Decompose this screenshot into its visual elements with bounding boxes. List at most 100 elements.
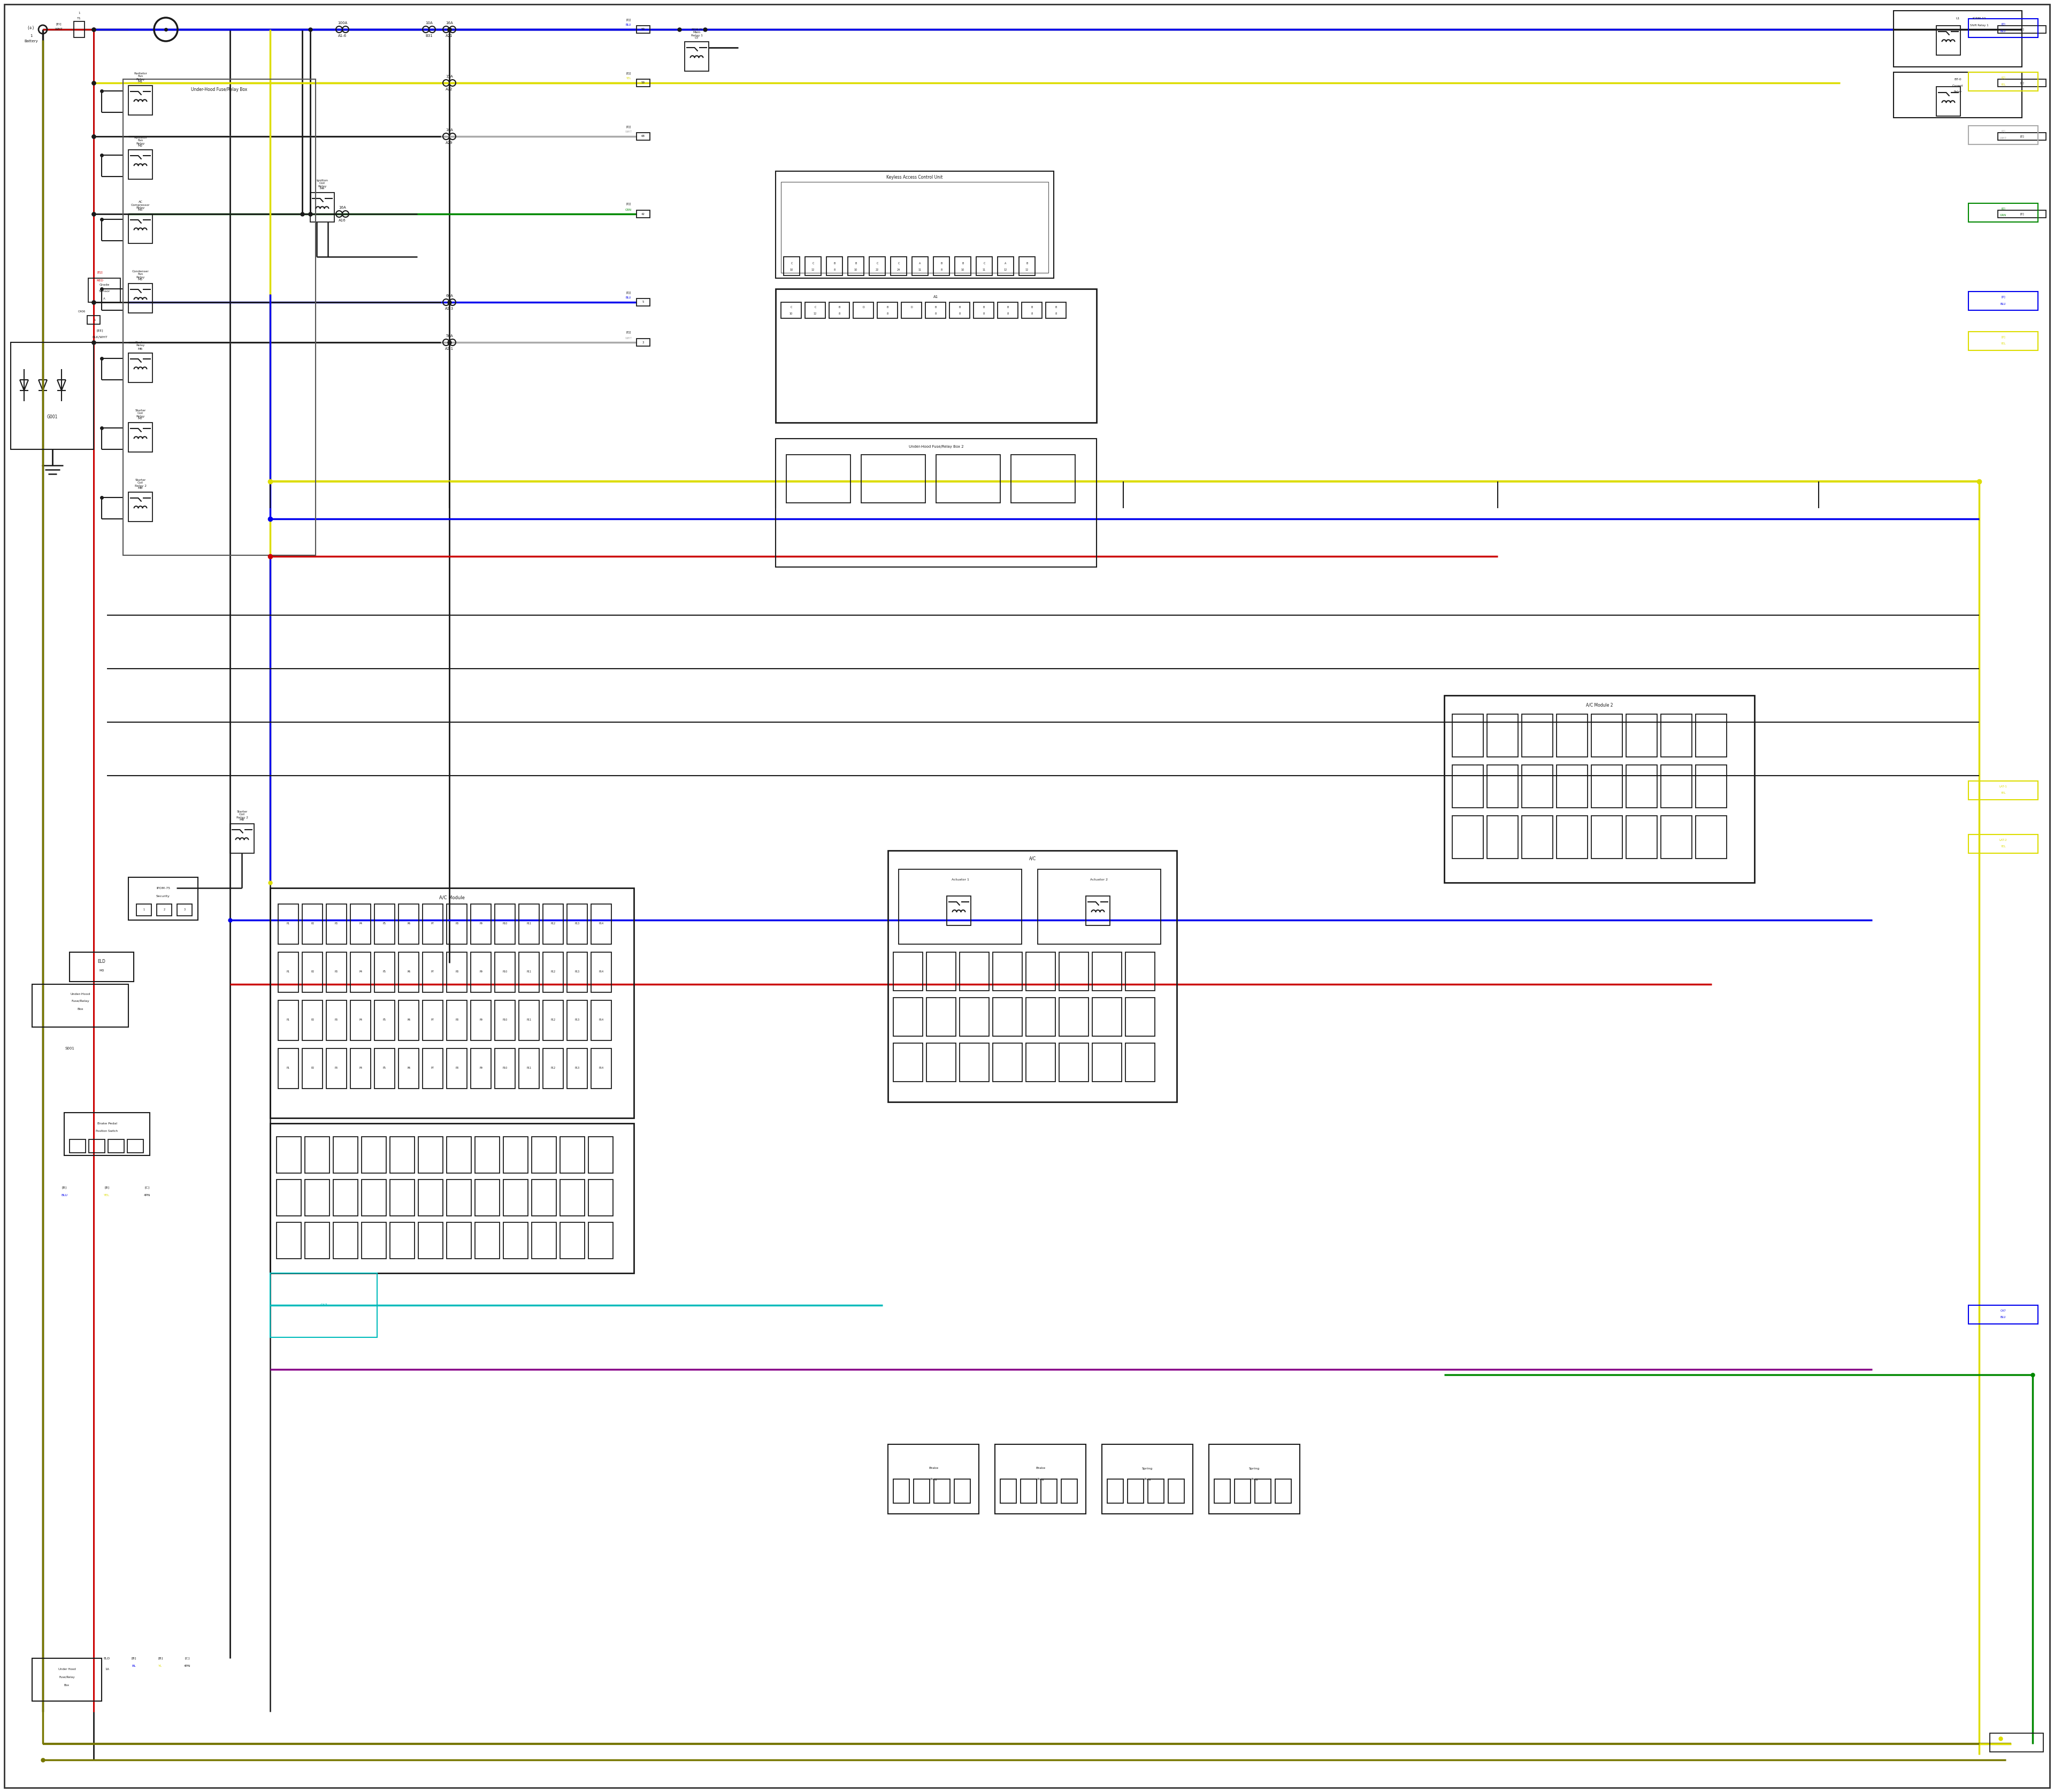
Text: 10: 10 bbox=[789, 312, 793, 315]
Text: Under-Hood Fuse/Relay Box 2: Under-Hood Fuse/Relay Box 2 bbox=[908, 444, 963, 448]
Text: P14: P14 bbox=[600, 1066, 604, 1070]
Bar bbox=[136, 903, 152, 916]
Bar bbox=[520, 952, 538, 993]
Bar bbox=[310, 192, 335, 222]
Text: 24: 24 bbox=[898, 269, 900, 271]
Text: P9: P9 bbox=[479, 1020, 483, 1021]
Text: Starter
Coil
Relay: Starter Coil Relay bbox=[136, 409, 146, 418]
Text: A/C: A/C bbox=[1029, 857, 1035, 860]
Bar bbox=[1968, 292, 2038, 310]
Bar bbox=[1487, 715, 1518, 756]
Bar bbox=[390, 1222, 415, 1258]
Text: P7: P7 bbox=[431, 1066, 433, 1070]
Text: 10: 10 bbox=[791, 269, 793, 271]
Text: Under-Hood: Under-Hood bbox=[70, 993, 90, 995]
Text: P1: P1 bbox=[288, 971, 290, 973]
Text: [E]: [E] bbox=[2019, 29, 2023, 30]
Bar bbox=[398, 1000, 419, 1041]
Text: AC
Compressor
Relay: AC Compressor Relay bbox=[131, 201, 150, 210]
Bar bbox=[1999, 133, 2046, 140]
Text: [C]: [C] bbox=[185, 1658, 189, 1659]
Text: [E]: [E] bbox=[2019, 82, 2023, 84]
Text: 10: 10 bbox=[961, 269, 965, 271]
Bar bbox=[474, 1222, 499, 1258]
Bar bbox=[1452, 765, 1483, 808]
Text: 12: 12 bbox=[1004, 269, 1006, 271]
Text: [E]: [E] bbox=[2001, 208, 2005, 210]
Bar bbox=[304, 1136, 329, 1174]
Bar bbox=[776, 439, 1097, 566]
Text: P10: P10 bbox=[503, 1020, 507, 1021]
Text: 59: 59 bbox=[641, 82, 645, 84]
Bar bbox=[277, 1222, 302, 1258]
Text: 50A: 50A bbox=[446, 335, 454, 337]
Bar bbox=[998, 303, 1019, 319]
Text: [E]: [E] bbox=[2019, 134, 2023, 138]
Text: Spring: Spring bbox=[1249, 1468, 1259, 1469]
Text: B31: B31 bbox=[425, 34, 433, 38]
Text: [E]: [E] bbox=[2001, 23, 2005, 25]
Text: P12: P12 bbox=[550, 1066, 555, 1070]
Bar bbox=[1093, 998, 1121, 1036]
Bar bbox=[327, 952, 347, 993]
Text: P2: P2 bbox=[310, 1066, 314, 1070]
Bar bbox=[1592, 715, 1623, 756]
Text: Starter
Coil
Relay 2: Starter Coil Relay 2 bbox=[236, 810, 249, 819]
Text: P10: P10 bbox=[503, 1066, 507, 1070]
Bar bbox=[1662, 815, 1692, 858]
Text: IPOM-75: IPOM-75 bbox=[156, 887, 170, 889]
Bar bbox=[1968, 781, 2038, 799]
Bar bbox=[1126, 998, 1154, 1036]
Bar bbox=[561, 1179, 585, 1217]
Bar bbox=[374, 903, 394, 944]
Text: YEL: YEL bbox=[626, 77, 631, 81]
Text: BLU: BLU bbox=[2001, 303, 2007, 305]
Text: ELD: ELD bbox=[99, 959, 105, 964]
Text: 68: 68 bbox=[641, 134, 645, 138]
Text: M3: M3 bbox=[138, 208, 144, 211]
Text: BLU: BLU bbox=[2001, 1315, 2007, 1319]
Bar bbox=[1999, 25, 2046, 34]
Text: Brake Pedal: Brake Pedal bbox=[97, 1122, 117, 1125]
Bar bbox=[1627, 765, 1658, 808]
Bar bbox=[933, 256, 949, 276]
Text: ELD: ELD bbox=[103, 1658, 111, 1659]
Text: 60A: 60A bbox=[446, 294, 454, 297]
Bar bbox=[1557, 765, 1588, 808]
Bar bbox=[998, 256, 1013, 276]
Bar bbox=[1148, 1478, 1165, 1503]
Text: Box: Box bbox=[78, 1007, 84, 1011]
Bar bbox=[419, 1136, 444, 1174]
Bar bbox=[351, 1048, 370, 1088]
Bar bbox=[446, 952, 466, 993]
Text: P8: P8 bbox=[456, 1066, 458, 1070]
Bar bbox=[1999, 79, 2046, 86]
Text: P12: P12 bbox=[550, 1020, 555, 1021]
Text: P8: P8 bbox=[456, 1020, 458, 1021]
Bar bbox=[470, 952, 491, 993]
Bar bbox=[992, 998, 1023, 1036]
Bar bbox=[542, 1048, 563, 1088]
Text: P13: P13 bbox=[575, 1020, 579, 1021]
Text: P4: P4 bbox=[359, 1066, 362, 1070]
Bar bbox=[1968, 72, 2038, 91]
Text: 15A: 15A bbox=[446, 75, 454, 79]
Text: P6: P6 bbox=[407, 971, 411, 973]
Bar bbox=[785, 256, 799, 276]
Bar bbox=[495, 1048, 516, 1088]
Text: Battery: Battery bbox=[25, 39, 37, 43]
Text: S001: S001 bbox=[66, 1047, 74, 1050]
Text: P3: P3 bbox=[335, 971, 339, 973]
Text: 12: 12 bbox=[811, 269, 815, 271]
Bar bbox=[959, 1043, 990, 1082]
Text: P9: P9 bbox=[479, 1066, 483, 1070]
Bar bbox=[926, 952, 955, 991]
Bar bbox=[1697, 815, 1727, 858]
Bar bbox=[902, 303, 922, 319]
Bar bbox=[542, 952, 563, 993]
Text: P12: P12 bbox=[550, 971, 555, 973]
Bar bbox=[423, 1048, 444, 1088]
Text: 1A: 1A bbox=[105, 1668, 109, 1670]
Bar bbox=[302, 903, 322, 944]
Bar bbox=[1126, 952, 1154, 991]
